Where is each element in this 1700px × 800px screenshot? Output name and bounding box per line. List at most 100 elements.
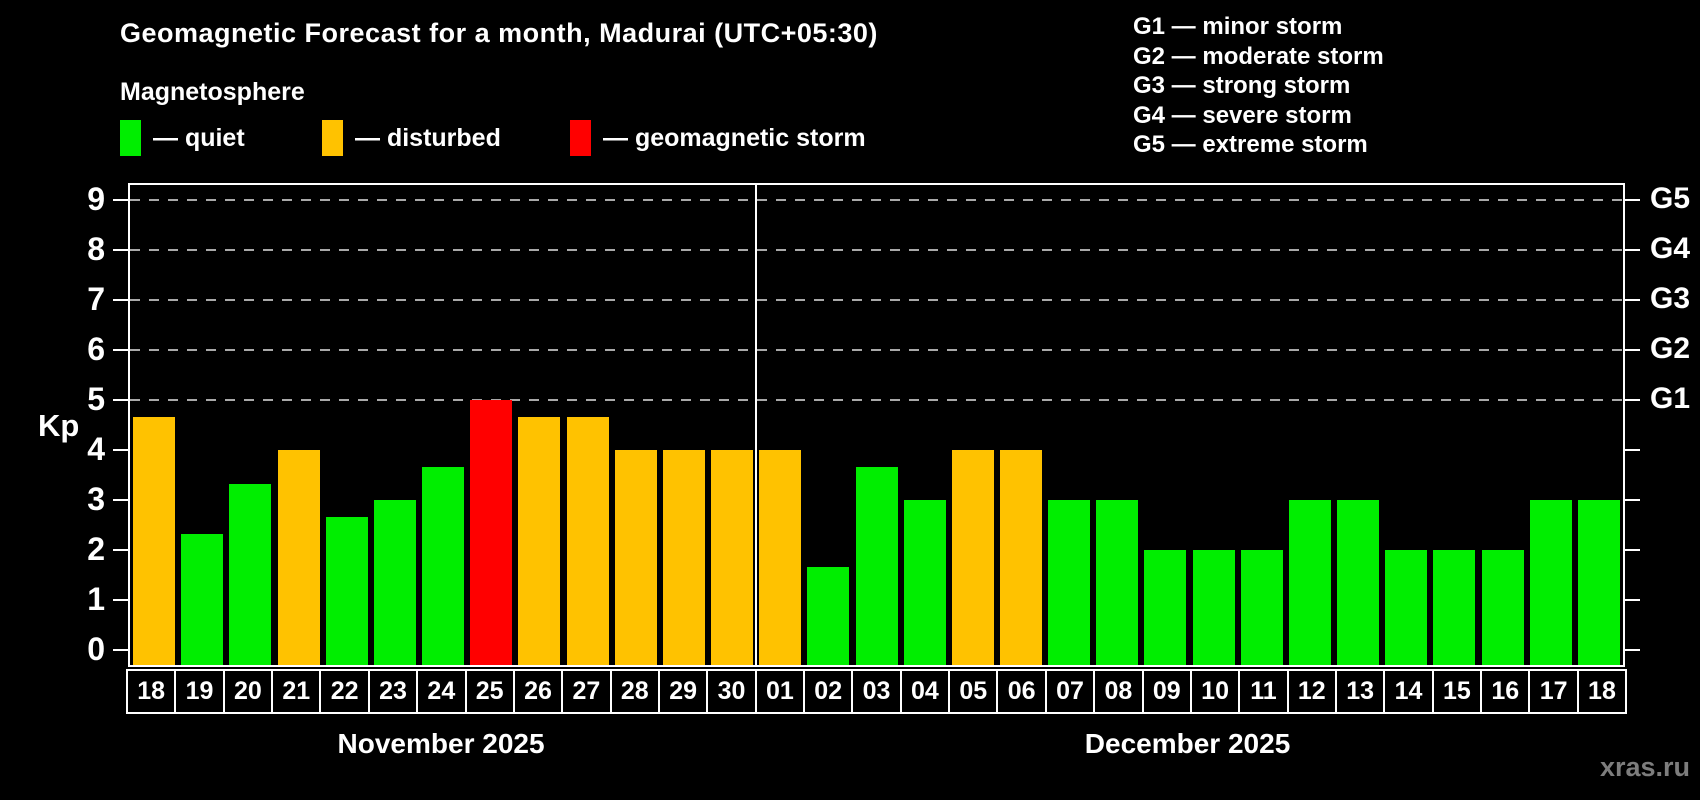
day-cell-28: 28 <box>609 669 660 714</box>
kp-bar-17 <box>1529 500 1572 665</box>
kp-bar-08 <box>1096 500 1139 665</box>
watermark: xras.ru <box>1599 752 1690 782</box>
right-tick-kp3 <box>1625 499 1640 501</box>
left-tick-kp9 <box>113 199 128 201</box>
day-cell-30: 30 <box>706 669 757 714</box>
disturbed-color-swatch <box>322 120 343 156</box>
y-tick-label-2: 2 <box>87 531 105 567</box>
day-cell-23: 23 <box>367 669 419 714</box>
kp-bar-19 <box>181 533 224 665</box>
g2-legend-line: G2 — moderate storm <box>1133 42 1384 70</box>
kp-bar-11 <box>1240 550 1283 665</box>
kp-bar-29 <box>662 450 705 665</box>
day-axis-row: 18 19 20 21 22 23 24 25 26 27 28 29 30 01 02 03 04 05 06 07… <box>126 669 1628 714</box>
kp-bar-07 <box>1048 500 1091 665</box>
kp-bar-25 <box>470 400 513 665</box>
day-cell-07: 07 <box>1044 669 1096 714</box>
storm-scale-legend: G1 — minor storm G2 — moderate storm G3 … <box>1133 12 1384 160</box>
y-tick-label-5: 5 <box>87 381 105 417</box>
left-tick-kp6 <box>113 349 128 351</box>
month-label-november: November 2025 <box>337 728 545 759</box>
gridline-kp6 <box>130 349 1623 351</box>
legend-label: — quiet <box>153 123 245 152</box>
y-tick-label-9: 9 <box>87 181 105 217</box>
day-cell-12: 12 <box>1286 669 1337 714</box>
gridline-kp8 <box>130 249 1623 251</box>
left-tick-kp7 <box>113 299 128 301</box>
right-tick-kp0 <box>1625 649 1640 651</box>
kp-bar-04 <box>903 500 946 665</box>
legend-item-storm: — geomagnetic storm <box>570 120 866 156</box>
kp-bar-15 <box>1433 550 1476 665</box>
day-cell-29: 29 <box>657 669 709 714</box>
day-cell-04: 04 <box>899 669 951 714</box>
right-tick-kp6 <box>1625 349 1640 351</box>
y-tick-label-4: 4 <box>87 431 105 467</box>
left-tick-kp2 <box>113 549 128 551</box>
kp-bar-30 <box>711 450 754 665</box>
plot-area <box>128 183 1625 667</box>
day-cell-21: 21 <box>271 669 322 714</box>
left-tick-kp8 <box>113 249 128 251</box>
page-title: Geomagnetic Forecast for a month, Madura… <box>120 18 878 48</box>
right-axis-label-g1: G1 <box>1650 382 1691 415</box>
kp-bar-24 <box>422 466 465 665</box>
right-tick-kp7 <box>1625 299 1640 301</box>
legend-item-disturbed: — disturbed <box>322 120 501 156</box>
kp-bar-13 <box>1337 500 1380 665</box>
g5-legend-line: G5 — extreme storm <box>1133 131 1368 158</box>
kp-bar-10 <box>1192 550 1235 665</box>
y-tick-label-7: 7 <box>87 281 105 317</box>
kp-bar-18 <box>133 416 176 665</box>
kp-bar-28 <box>614 450 657 665</box>
left-tick-kp1 <box>113 599 128 601</box>
right-tick-kp9 <box>1625 199 1640 201</box>
kp-bar-05 <box>951 450 994 665</box>
kp-bar-22 <box>325 516 368 665</box>
day-cell-17: 17 <box>1528 669 1579 714</box>
day-cell-24: 24 <box>416 669 467 714</box>
left-tick-kp5 <box>113 399 128 401</box>
right-axis-label-g3: G3 <box>1650 282 1691 315</box>
y-tick-label-1: 1 <box>87 581 105 617</box>
storm-color-swatch <box>570 120 591 156</box>
right-tick-kp8 <box>1625 249 1640 251</box>
day-cell-18: 18 <box>1576 669 1628 714</box>
kp-bar-21 <box>277 450 320 665</box>
kp-bar-23 <box>373 500 416 665</box>
day-cell-19: 19 <box>174 669 225 714</box>
kp-bar-16 <box>1481 550 1524 665</box>
day-cell-10: 10 <box>1189 669 1241 714</box>
day-cell-11: 11 <box>1238 669 1289 714</box>
day-cell-26: 26 <box>512 669 564 714</box>
left-tick-kp4 <box>113 449 128 451</box>
day-cell-25: 25 <box>464 669 515 714</box>
kp-bar-02 <box>807 566 850 665</box>
day-cell-15: 15 <box>1431 669 1483 714</box>
g4-legend-line: G4 — severe storm <box>1133 101 1352 129</box>
right-axis-label-g4: G4 <box>1650 232 1691 265</box>
day-cell-16: 16 <box>1480 669 1531 714</box>
gridline-kp9 <box>130 199 1623 201</box>
left-tick-kp3 <box>113 499 128 501</box>
g3-legend-line: G3 — strong storm <box>1133 72 1351 99</box>
kp-bar-03 <box>855 466 898 665</box>
month-label-december: December 2025 <box>1084 728 1291 759</box>
day-cell-01: 01 <box>754 669 806 714</box>
right-tick-kp5 <box>1625 399 1640 401</box>
kp-bar-18 <box>1577 500 1620 665</box>
day-cell-08: 08 <box>1093 669 1144 714</box>
day-cell-20: 20 <box>222 669 274 714</box>
kp-bar-14 <box>1385 550 1428 665</box>
legend-label: — geomagnetic storm <box>603 123 866 152</box>
kp-bar-12 <box>1288 500 1331 665</box>
kp-bar-01 <box>759 450 802 665</box>
y-axis-label: Kp <box>38 408 80 443</box>
kp-bar-20 <box>229 483 272 665</box>
gridline-kp5 <box>130 399 1623 401</box>
month-divider-line <box>755 185 758 665</box>
day-cell-27: 27 <box>561 669 612 714</box>
kp-bar-09 <box>1144 550 1187 665</box>
y-tick-label-6: 6 <box>87 331 105 367</box>
